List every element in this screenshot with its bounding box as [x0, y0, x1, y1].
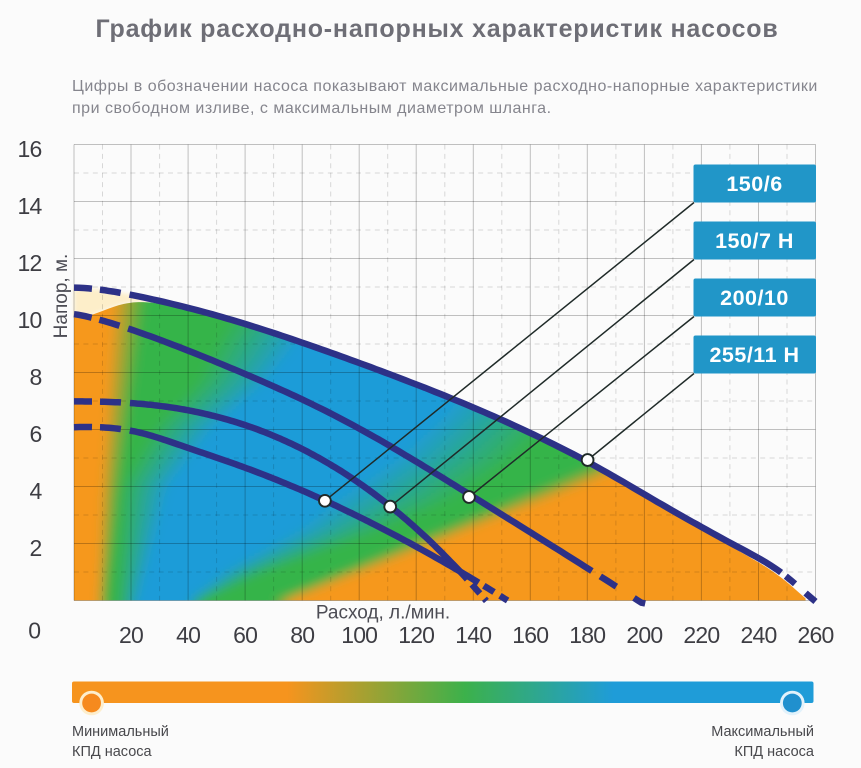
svg-text:240: 240 [741, 622, 777, 648]
svg-text:20: 20 [119, 622, 143, 648]
svg-text:КПД насоса: КПД насоса [72, 744, 153, 760]
svg-text:10: 10 [18, 307, 42, 333]
svg-text:80: 80 [290, 622, 314, 648]
svg-text:КПД насоса: КПД насоса [734, 744, 815, 760]
svg-text:0: 0 [28, 618, 41, 644]
svg-text:60: 60 [233, 622, 257, 648]
svg-text:160: 160 [512, 622, 548, 648]
svg-text:100: 100 [341, 622, 377, 648]
svg-text:40: 40 [176, 622, 200, 648]
svg-text:14: 14 [18, 193, 43, 219]
svg-text:12: 12 [18, 250, 42, 276]
svg-text:График расходно-напорных харак: График расходно-напорных характеристик н… [95, 15, 778, 43]
svg-text:255/11 Н: 255/11 Н [709, 343, 799, 367]
svg-text:Напор, м.: Напор, м. [51, 254, 72, 339]
svg-text:6: 6 [30, 421, 42, 447]
svg-text:200: 200 [626, 622, 662, 648]
svg-text:120: 120 [398, 622, 434, 648]
svg-text:4: 4 [30, 478, 43, 504]
svg-text:Цифры в обозначении насоса пок: Цифры в обозначении насоса показывают ма… [72, 78, 818, 95]
svg-text:180: 180 [569, 622, 605, 648]
svg-text:2: 2 [30, 535, 42, 561]
svg-text:200/10: 200/10 [720, 286, 789, 310]
svg-text:260: 260 [798, 622, 834, 648]
svg-text:Максимальный: Максимальный [711, 724, 814, 740]
svg-text:150/7 Н: 150/7 Н [715, 229, 794, 253]
svg-text:8: 8 [30, 364, 42, 390]
svg-text:140: 140 [455, 622, 491, 648]
svg-text:Минимальный: Минимальный [72, 724, 169, 740]
svg-text:220: 220 [683, 622, 719, 648]
svg-text:16: 16 [18, 136, 42, 162]
svg-text:150/6: 150/6 [726, 172, 782, 196]
svg-text:при свободном изливе, с максим: при свободном изливе, с максимальным диа… [72, 100, 552, 117]
svg-text:Расход, л./мин.: Расход, л./мин. [316, 603, 450, 624]
